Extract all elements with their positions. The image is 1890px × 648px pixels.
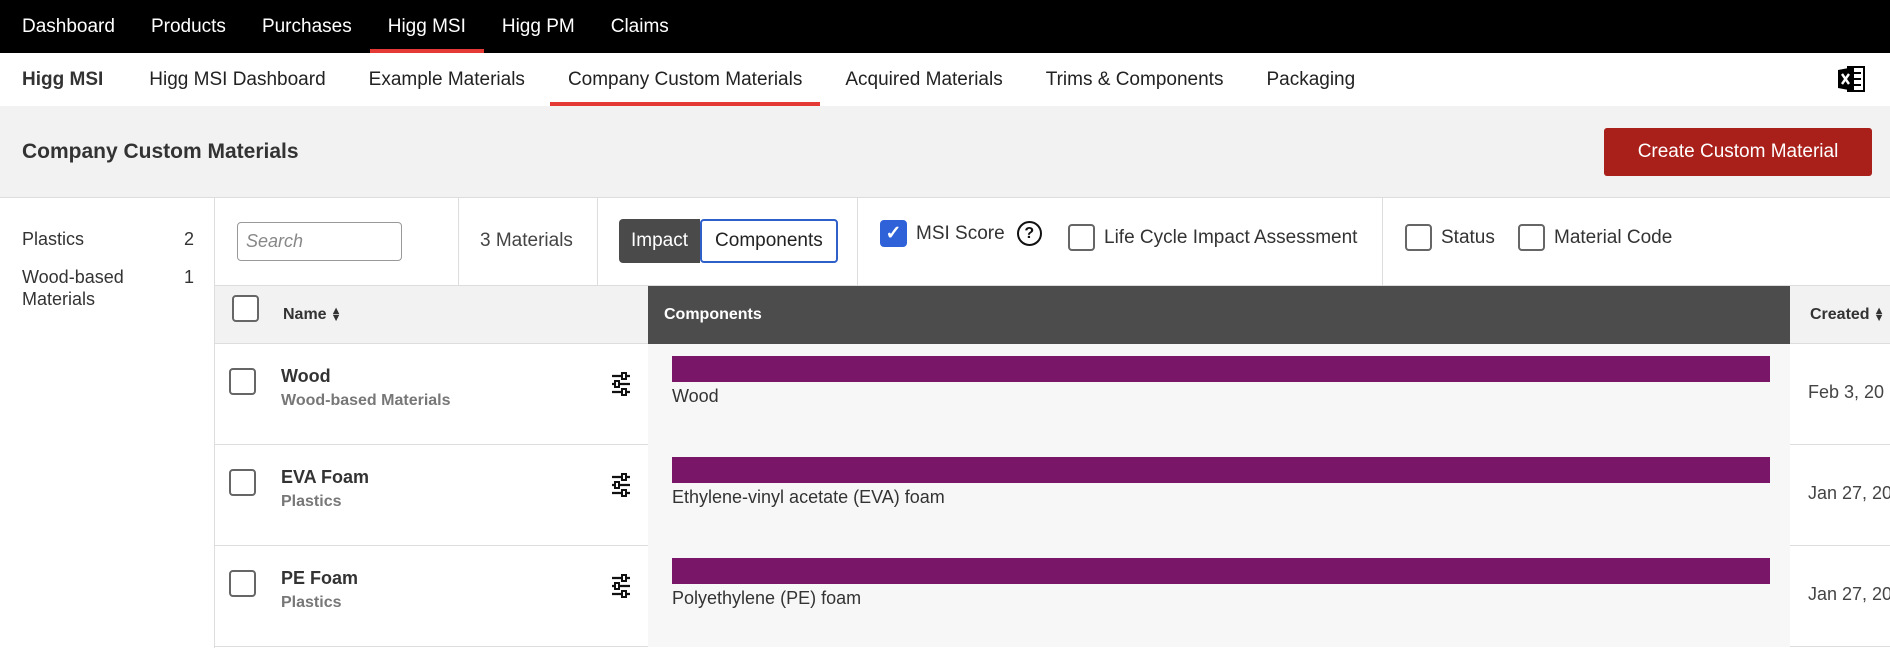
- component-cell: Ethylene-vinyl acetate (EVA) foam: [648, 445, 1790, 546]
- sort-icon: ▲ ▼: [330, 304, 342, 324]
- name-header-label: Name: [283, 306, 327, 323]
- table-row[interactable]: EVA Foam Plastics Ethylene-vinyl acetate…: [215, 445, 1890, 546]
- materials-count: 3 Materials: [480, 230, 573, 251]
- settings-sliders-icon[interactable]: [610, 372, 632, 396]
- material-code-toggle[interactable]: Material Code: [1518, 224, 1672, 251]
- impact-view-button[interactable]: Impact: [619, 219, 701, 263]
- top-nav-higg-msi[interactable]: Higg MSI: [369, 0, 485, 53]
- created-date: Feb 3, 20: [1808, 382, 1885, 402]
- component-label: Wood: [672, 386, 719, 406]
- created-date: Jan 27, 20: [1808, 483, 1890, 503]
- material-name[interactable]: EVA Foam: [281, 467, 370, 487]
- component-label: Polyethylene (PE) foam: [672, 588, 862, 608]
- material-category: Plastics: [281, 594, 342, 611]
- divider: [857, 198, 858, 286]
- search-input[interactable]: [237, 222, 402, 261]
- divider: [1382, 198, 1383, 286]
- component-label: Ethylene-vinyl acetate (EVA) foam: [672, 487, 945, 507]
- create-custom-material-button[interactable]: Create Custom Material: [1604, 128, 1872, 176]
- sidebar-item-wood-based-materials[interactable]: Wood-based Materials 1: [22, 266, 194, 310]
- component-bar: [672, 558, 1770, 584]
- filter-toolbar: 3 Materials Impact Components ✓ MSI Scor…: [215, 198, 1890, 286]
- lca-label: Life Cycle Impact Assessment: [1104, 226, 1358, 248]
- settings-sliders-icon[interactable]: [610, 473, 632, 497]
- view-toggle: Impact Components: [619, 219, 838, 263]
- tab-higg-msi-dashboard[interactable]: Higg MSI Dashboard: [149, 68, 326, 90]
- sub-nav-brand[interactable]: Higg MSI: [22, 68, 104, 90]
- tab-acquired-materials[interactable]: Acquired Materials: [845, 68, 1003, 90]
- page-header: Company Custom Materials Create Custom M…: [0, 106, 1890, 198]
- sub-nav: Higg MSI Higg MSI Dashboard Example Mate…: [0, 53, 1890, 106]
- created-date: Jan 27, 20: [1808, 584, 1890, 604]
- material-category: Plastics: [281, 493, 342, 510]
- lca-checkbox[interactable]: [1068, 224, 1095, 251]
- row-checkbox[interactable]: [229, 368, 256, 395]
- sidebar-item-label: Plastics: [22, 229, 85, 249]
- material-name[interactable]: Wood: [281, 366, 331, 386]
- select-all-checkbox[interactable]: [232, 295, 259, 322]
- component-cell: Wood: [648, 344, 1790, 445]
- row-checkbox[interactable]: [229, 469, 256, 496]
- page-title: Company Custom Materials: [22, 140, 299, 163]
- sort-icon: ▲ ▼: [1873, 304, 1885, 324]
- msi-score-label: MSI Score: [916, 222, 1005, 244]
- component-bar: [672, 356, 1770, 382]
- msi-score-checkbox[interactable]: ✓: [880, 220, 907, 247]
- top-nav-products[interactable]: Products: [150, 15, 226, 37]
- name-column-header[interactable]: Name ▲ ▼: [283, 304, 342, 324]
- top-nav-dashboard[interactable]: Dashboard: [22, 15, 115, 37]
- top-nav-claims[interactable]: Claims: [610, 15, 669, 37]
- status-toggle[interactable]: Status: [1405, 224, 1495, 251]
- components-view-button[interactable]: Components: [700, 219, 838, 263]
- material-name[interactable]: PE Foam: [281, 568, 359, 588]
- tab-company-custom-materials[interactable]: Company Custom Materials: [549, 53, 821, 106]
- material-code-checkbox[interactable]: [1518, 224, 1545, 251]
- table-row[interactable]: PE Foam Plastics Polyethylene (PE) foam …: [215, 546, 1890, 647]
- row-checkbox[interactable]: [229, 570, 256, 597]
- status-checkbox[interactable]: [1405, 224, 1432, 251]
- sidebar-item-count: 2: [183, 229, 194, 249]
- status-label: Status: [1441, 226, 1495, 248]
- divider: [597, 198, 598, 286]
- divider: [458, 198, 459, 286]
- settings-sliders-icon[interactable]: [610, 574, 632, 598]
- tab-packaging[interactable]: Packaging: [1266, 68, 1356, 90]
- tab-example-materials[interactable]: Example Materials: [368, 68, 525, 90]
- component-bar: [672, 457, 1770, 483]
- material-category: Wood-based Materials: [281, 392, 451, 409]
- sidebar-item-count: 1: [183, 267, 194, 287]
- material-code-label: Material Code: [1554, 226, 1673, 248]
- category-sidebar: Plastics 2 Wood-based Materials 1: [0, 198, 215, 648]
- components-column-header: Components: [648, 286, 1790, 344]
- lca-toggle[interactable]: Life Cycle Impact Assessment: [1068, 224, 1357, 251]
- table-row[interactable]: Wood Wood-based Materials Wood Feb 3, 20: [215, 344, 1890, 445]
- msi-score-toggle[interactable]: ✓ MSI Score ?: [880, 220, 1042, 247]
- excel-export-icon[interactable]: [1836, 64, 1866, 94]
- tab-trims-components[interactable]: Trims & Components: [1045, 68, 1224, 90]
- created-header-label: Created: [1810, 306, 1870, 323]
- created-column-header[interactable]: Created ▲ ▼: [1810, 304, 1885, 324]
- sidebar-item-label: Wood-based Materials: [22, 267, 124, 309]
- top-nav-purchases[interactable]: Purchases: [261, 15, 352, 37]
- table-header: Name ▲ ▼ Components Created ▲ ▼: [215, 286, 1890, 344]
- sidebar-item-plastics[interactable]: Plastics 2: [22, 228, 194, 250]
- help-icon[interactable]: ?: [1016, 221, 1042, 246]
- component-cell: Polyethylene (PE) foam: [648, 546, 1790, 647]
- top-nav-higg-pm[interactable]: Higg PM: [501, 15, 575, 37]
- top-nav: Dashboard Products Purchases Higg MSI Hi…: [0, 0, 1890, 53]
